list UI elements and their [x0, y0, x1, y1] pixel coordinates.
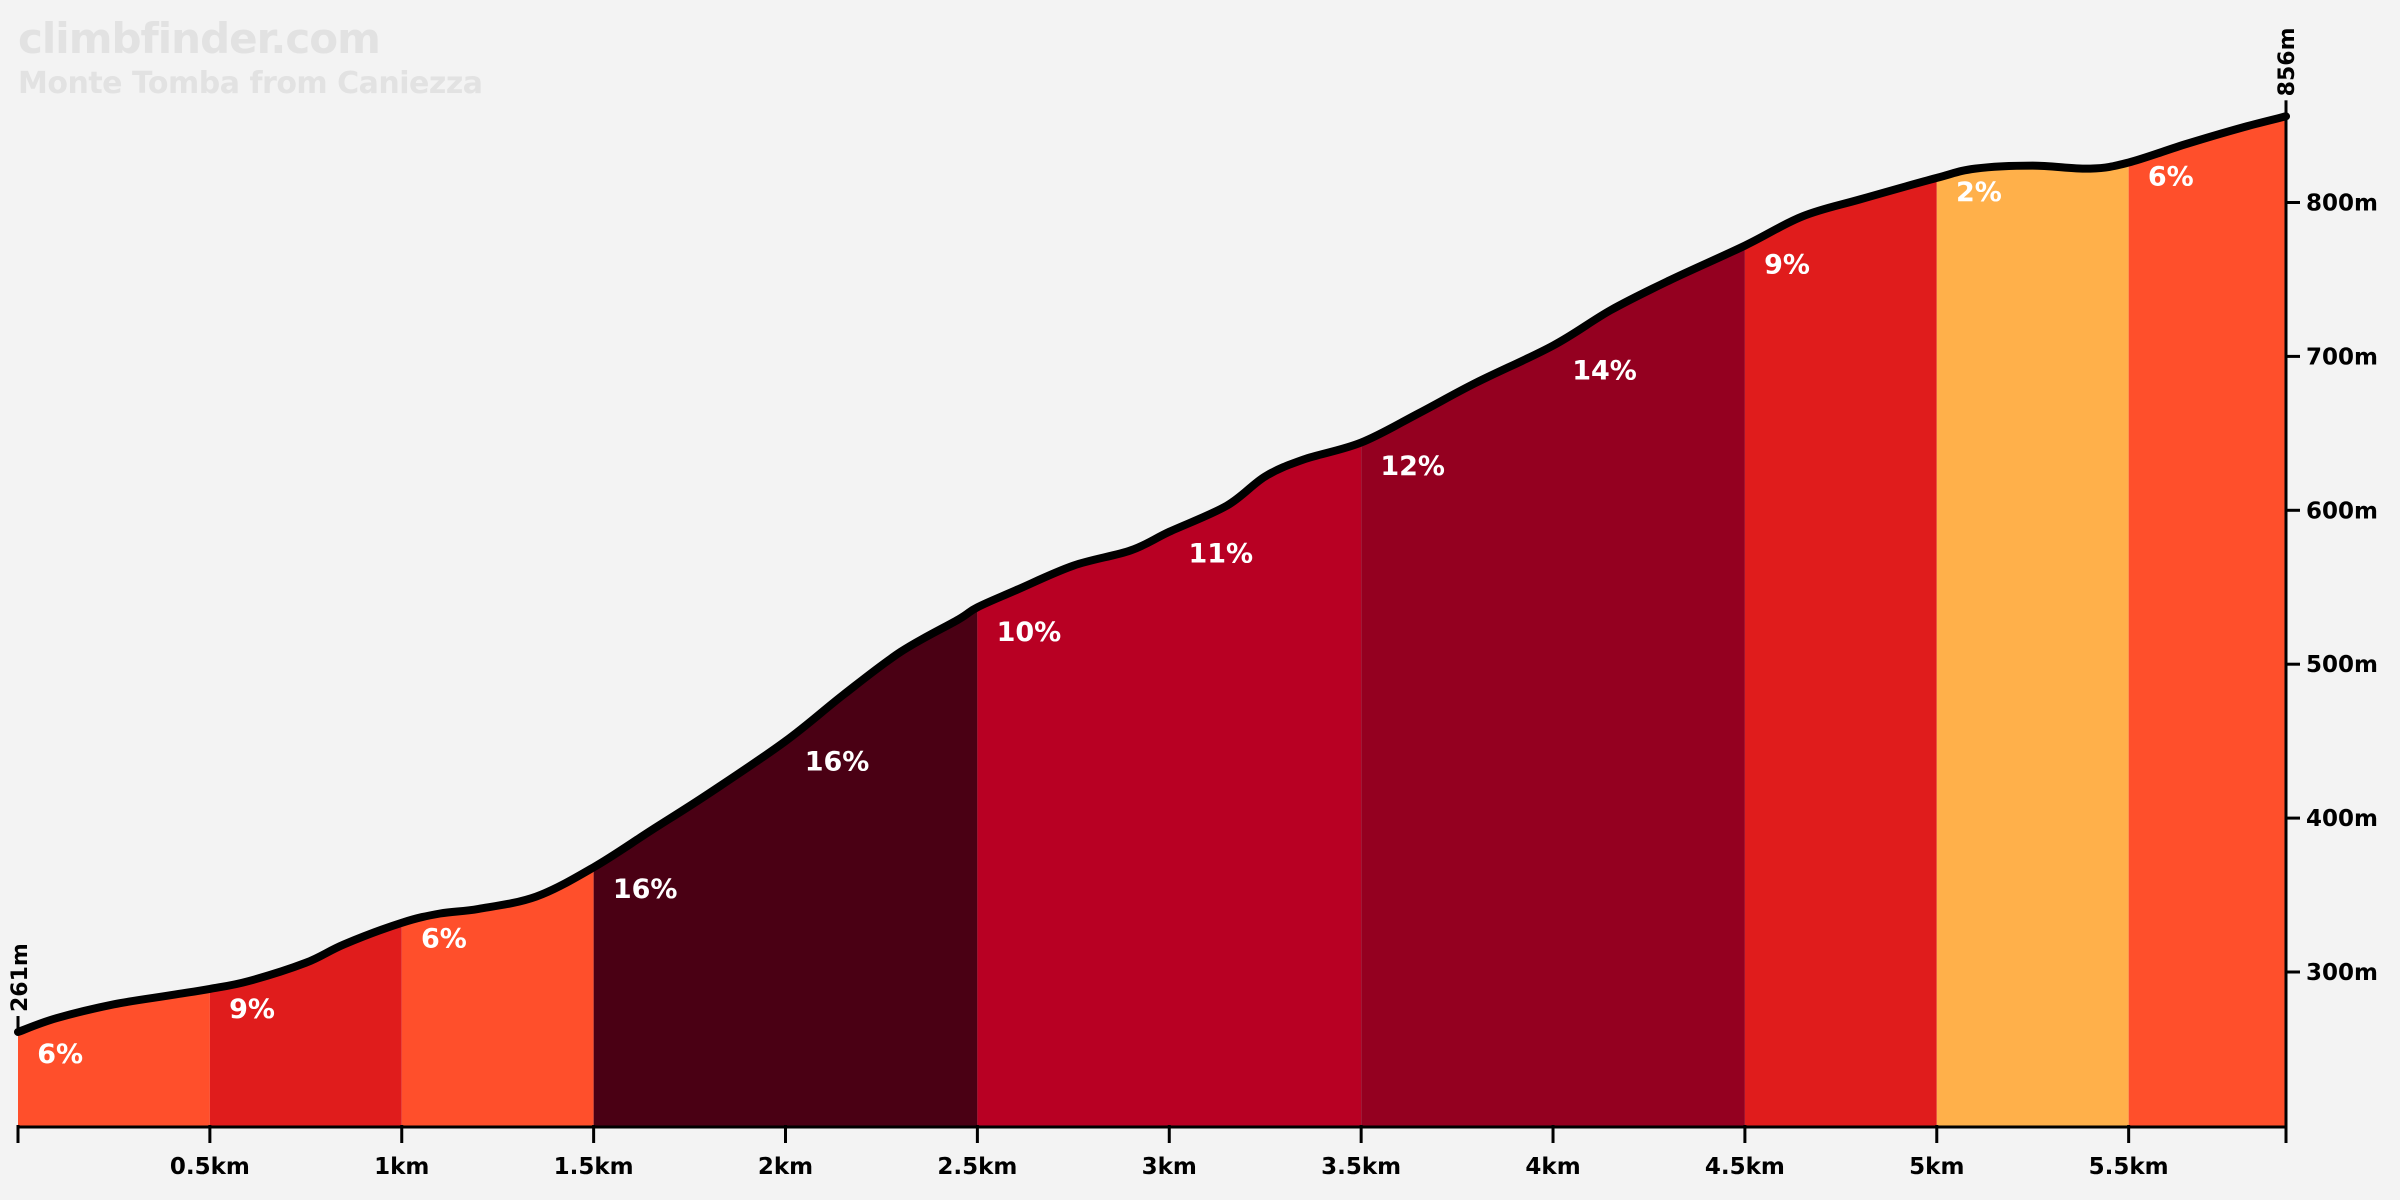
- x-tick-label: 1km: [374, 1154, 429, 1180]
- gradient-label: 16%: [613, 874, 678, 905]
- x-tick-label: 3.5km: [1321, 1154, 1401, 1180]
- climb-title: Monte Tomba from Caniezza: [18, 66, 483, 101]
- x-tick-label: 2km: [758, 1154, 813, 1180]
- x-tick-label: 0.5km: [170, 1154, 250, 1180]
- gradient-segment-3: [593, 116, 978, 1127]
- gradient-label: 14%: [1572, 355, 1637, 386]
- y-axis-ticks: 300m 400m 500m 600m 700m 800m: [2286, 191, 2378, 986]
- gradient-segment-9: [1744, 116, 1937, 1127]
- gradient-segment-5: [977, 116, 1362, 1127]
- y-tick-label: 800m: [2306, 191, 2378, 217]
- gradient-label: 12%: [1380, 451, 1445, 482]
- gradient-segments: [18, 116, 2286, 1127]
- gradient-segment-7: [1361, 116, 1745, 1127]
- gradient-segment-11: [2128, 116, 2286, 1127]
- gradient-label: 16%: [805, 746, 870, 777]
- x-axis-ticks: 0.5km 1km 1.5km 2km 2.5km 3km 3.5km 4km 4.5km 5km…: [16, 1125, 2288, 1180]
- gradient-segment-1: [209, 116, 402, 1127]
- x-tick-label: 1.5km: [554, 1154, 634, 1180]
- gradient-segment-2: [401, 116, 594, 1127]
- gradient-label: 10%: [997, 617, 1062, 648]
- end-elevation-label: 856m: [2275, 27, 2300, 96]
- elevation-profile-line: [14, 112, 2290, 1036]
- gradient-label: 6%: [421, 923, 467, 954]
- gradient-label: 9%: [229, 994, 275, 1025]
- y-tick-label: 400m: [2306, 806, 2378, 832]
- x-tick-label: 3km: [1142, 1154, 1197, 1180]
- gradient-segment-0: [18, 116, 210, 1127]
- x-tick-label: 4.5km: [1705, 1154, 1785, 1180]
- gradient-segment-10: [1936, 116, 2129, 1127]
- y-tick-label: 300m: [2306, 960, 2378, 986]
- x-tick-label: 5.5km: [2089, 1154, 2169, 1180]
- gradient-label: 2%: [1956, 177, 2002, 208]
- gradient-label: 11%: [1188, 539, 1253, 570]
- gradient-label: 6%: [2148, 162, 2194, 193]
- x-tick-label: 5km: [1909, 1154, 1964, 1180]
- x-tick-label: 4km: [1525, 1154, 1580, 1180]
- start-elevation-label: 261m: [8, 943, 33, 1012]
- elevation-endpoint-labels: 261m 856m: [8, 27, 2300, 1033]
- x-tick-label: 2.5km: [937, 1154, 1017, 1180]
- gradient-labels: 6% 9% 6% 16% 16% 10% 11% 12% 14% 9% 2% 6%: [37, 162, 2194, 1070]
- gradient-label: 6%: [37, 1039, 83, 1070]
- brand-watermark: climbfinder.com: [18, 14, 381, 63]
- y-tick-label: 600m: [2306, 498, 2378, 524]
- gradient-label: 9%: [1764, 249, 1810, 280]
- y-tick-label: 700m: [2306, 344, 2378, 370]
- y-tick-label: 500m: [2306, 652, 2378, 678]
